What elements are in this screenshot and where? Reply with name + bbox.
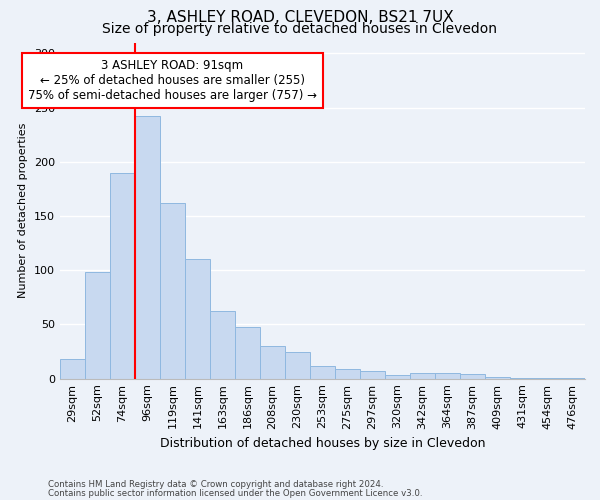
Bar bbox=[235, 326, 260, 378]
Bar bbox=[360, 371, 385, 378]
Bar bbox=[60, 359, 85, 378]
Text: 3, ASHLEY ROAD, CLEVEDON, BS21 7UX: 3, ASHLEY ROAD, CLEVEDON, BS21 7UX bbox=[146, 10, 454, 25]
Bar bbox=[410, 374, 435, 378]
Bar bbox=[435, 374, 460, 378]
Text: Contains public sector information licensed under the Open Government Licence v3: Contains public sector information licen… bbox=[48, 488, 422, 498]
Bar bbox=[285, 352, 310, 378]
Bar bbox=[160, 203, 185, 378]
Bar bbox=[460, 374, 485, 378]
Text: Contains HM Land Registry data © Crown copyright and database right 2024.: Contains HM Land Registry data © Crown c… bbox=[48, 480, 383, 489]
Bar bbox=[335, 369, 360, 378]
Y-axis label: Number of detached properties: Number of detached properties bbox=[19, 123, 28, 298]
Bar bbox=[260, 346, 285, 378]
Bar bbox=[110, 172, 135, 378]
X-axis label: Distribution of detached houses by size in Clevedon: Distribution of detached houses by size … bbox=[160, 437, 485, 450]
Bar bbox=[85, 272, 110, 378]
Text: Size of property relative to detached houses in Clevedon: Size of property relative to detached ho… bbox=[103, 22, 497, 36]
Bar bbox=[310, 366, 335, 378]
Text: 3 ASHLEY ROAD: 91sqm
← 25% of detached houses are smaller (255)
75% of semi-deta: 3 ASHLEY ROAD: 91sqm ← 25% of detached h… bbox=[28, 59, 317, 102]
Bar bbox=[135, 116, 160, 378]
Bar bbox=[210, 312, 235, 378]
Bar bbox=[385, 376, 410, 378]
Bar bbox=[185, 260, 210, 378]
Bar bbox=[485, 376, 510, 378]
